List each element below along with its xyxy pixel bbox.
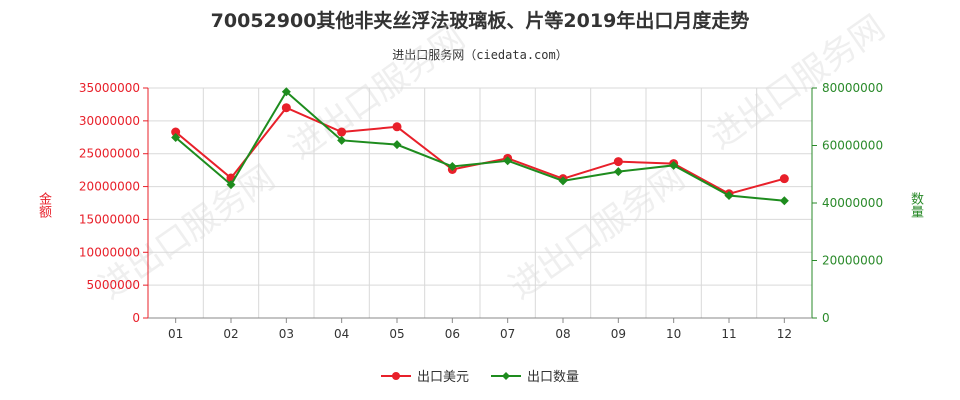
y-left-tick-label: 20000000	[79, 180, 140, 194]
data-point-export-usd	[171, 127, 181, 137]
y-right-tick-label: 80000000	[822, 81, 883, 95]
x-tick-label: 03	[279, 327, 294, 341]
x-tick-label: 06	[445, 327, 460, 341]
data-point-export-qty	[281, 87, 291, 97]
data-point-export-usd	[392, 122, 402, 132]
data-point-export-usd	[779, 174, 789, 184]
y-left-tick-label: 35000000	[79, 81, 140, 95]
x-tick-label: 04	[334, 327, 349, 341]
y-left-tick-label: 0	[132, 311, 140, 325]
chart-subtitle: 进出口服务网（ciedata.com）	[392, 48, 568, 62]
legend-label-export-usd: 出口美元	[416, 370, 469, 385]
x-tick-label: 07	[500, 327, 515, 341]
legend-swatch-export-qty	[491, 371, 521, 380]
data-point-export-qty	[558, 176, 568, 186]
y-left-tick-label: 10000000	[79, 245, 140, 259]
legend-item-export-qty[interactable]: 出口数量	[491, 366, 579, 385]
data-point-export-qty	[337, 135, 347, 145]
x-tick-label: 02	[223, 327, 238, 341]
series-layer	[171, 87, 789, 206]
data-point-export-usd	[281, 103, 291, 113]
axes: 0 5000000 10000000 15000000 20000000 25000000…	[79, 81, 883, 341]
legend-swatch-export-usd	[380, 371, 411, 380]
y-right-tick-label: 40000000	[822, 196, 883, 210]
x-tick-label: 08	[555, 327, 570, 341]
y-left-tick-label: 25000000	[79, 147, 140, 161]
x-tick-label: 10	[666, 327, 681, 341]
x-tick-label: 09	[611, 327, 626, 341]
y-right-axis-title: 数量	[908, 192, 923, 218]
data-point-export-qty	[613, 167, 623, 177]
data-point-export-qty	[779, 196, 789, 206]
watermark-text: 进出口服务网	[282, 18, 472, 168]
chart-title: 70052900其他非夹丝浮法玻璃板、片等2019年出口月度走势	[210, 10, 750, 32]
data-point-export-qty	[503, 156, 513, 166]
data-point-export-qty	[724, 191, 734, 201]
data-point-export-usd	[613, 157, 623, 167]
x-tick-label: 11	[721, 327, 736, 341]
x-tick-label: 05	[389, 327, 404, 341]
y-right-tick-label: 20000000	[822, 254, 883, 268]
y-left-tick-label: 5000000	[87, 278, 140, 292]
x-tick-label: 12	[777, 327, 792, 341]
y-left-tick-label: 30000000	[79, 114, 140, 128]
legend: 出口美元 出口数量	[0, 366, 960, 385]
legend-label-export-qty: 出口数量	[527, 370, 580, 385]
data-point-export-qty	[392, 140, 402, 150]
y-left-axis-title: 金额	[36, 192, 51, 218]
x-tick-label: 01	[168, 327, 183, 341]
y-right-tick-label: 0	[822, 311, 830, 325]
data-point-export-qty	[226, 180, 236, 190]
data-point-export-qty	[171, 132, 181, 142]
data-point-export-qty	[669, 160, 679, 170]
data-point-export-usd	[337, 127, 347, 137]
data-point-export-qty	[447, 161, 457, 171]
legend-item-export-usd[interactable]: 出口美元	[380, 366, 469, 385]
series-line-export-qty	[175, 90, 785, 202]
y-left-tick-label: 15000000	[79, 212, 140, 226]
y-right-tick-label: 60000000	[822, 139, 883, 153]
